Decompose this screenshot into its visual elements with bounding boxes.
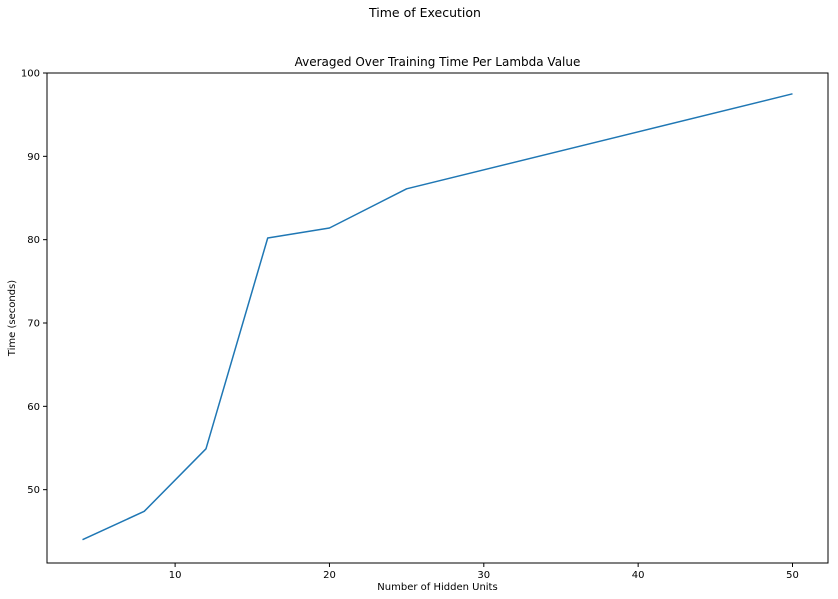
series-line-0 <box>82 93 793 541</box>
y-tick-label: 90 <box>27 152 40 163</box>
series-layer <box>82 93 793 541</box>
figure-suptitle: Time of Execution <box>368 5 481 20</box>
y-tick-label: 50 <box>27 485 40 496</box>
y-tick-label: 100 <box>21 69 40 80</box>
x-tick-label: 40 <box>632 570 645 581</box>
y-tick-label: 70 <box>27 319 40 330</box>
x-tick-label: 50 <box>786 570 799 581</box>
x-axis-ticks: 10 20 30 40 50 <box>169 563 799 581</box>
y-axis-label: Time (seconds) <box>7 280 18 357</box>
x-tick-label: 20 <box>323 570 336 581</box>
y-axis-ticks: 50 60 70 80 90 100 <box>21 69 47 496</box>
y-tick-label: 80 <box>27 235 40 246</box>
axes-frame <box>46 72 829 564</box>
x-tick-label: 30 <box>477 570 490 581</box>
x-axis-label: Number of Hidden Units <box>377 582 497 593</box>
plot-area <box>82 93 793 541</box>
y-tick-label: 60 <box>27 402 40 413</box>
chart-title: Averaged Over Training Time Per Lambda V… <box>295 55 581 69</box>
x-tick-label: 10 <box>169 570 182 581</box>
